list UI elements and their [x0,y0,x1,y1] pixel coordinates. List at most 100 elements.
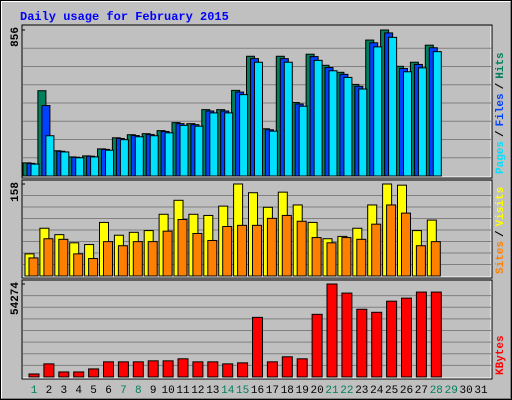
bar [149,135,159,177]
bar [371,223,382,277]
x-tick-label: 10 [161,385,174,397]
bar [73,371,85,378]
bar [283,61,293,177]
x-tick-label: 15 [236,385,249,397]
legend: Pages / Files / Hits [495,52,507,174]
bar [386,300,398,378]
bar [358,88,368,177]
bar [252,224,262,277]
x-tick-label: 2 [46,385,53,397]
bar [237,362,249,378]
bar [105,149,114,177]
bar [432,51,442,177]
bar [147,241,158,277]
x-tick-label: 13 [206,385,219,397]
chart-title: Daily usage for February 2015 [20,10,229,24]
x-tick-label: 5 [90,385,97,397]
x-tick-label: 29 [445,385,458,397]
bar [58,238,69,277]
bar [281,214,292,277]
bar [356,308,368,378]
bar [162,360,174,378]
x-tick-label: 6 [105,385,112,397]
bar [224,112,234,177]
bar [147,360,159,378]
x-tick-label: 3 [60,385,67,397]
legend-entry: Files [495,93,507,126]
bar [43,238,54,277]
bar [119,139,129,177]
legend-separator: / [495,82,507,89]
x-tick-label: 17 [266,385,279,397]
bar [209,112,219,177]
bar [254,61,263,177]
x-tick-label: 31 [474,385,488,397]
x-tick-label: 25 [385,385,398,397]
legend-entry: Hits [495,52,507,78]
bar [343,76,353,177]
bar [266,217,277,277]
legend-entry: Sites [495,241,507,274]
bar [237,224,248,277]
bar [386,204,397,277]
legend: KBytes [495,335,507,375]
legend-entry: KBytes [495,335,507,375]
x-tick-label: 14 [221,385,235,397]
bar [403,71,412,177]
bar [388,36,398,177]
legend-separator: / [495,130,507,137]
x-tick-label: 8 [135,385,142,397]
bar [28,257,39,277]
bar [222,226,233,277]
bar [103,241,113,277]
bar [356,238,367,277]
bar [30,163,40,177]
bar [311,237,322,277]
bar [326,283,338,378]
y-tick-label: 158 [10,182,22,202]
x-tick-label: 11 [176,385,190,397]
x-tick-label: 7 [120,385,127,397]
bar [296,220,307,277]
bar [43,363,55,378]
bevel [23,281,492,379]
bar [207,361,219,378]
bar [90,156,100,177]
bar [326,242,337,277]
bar [430,241,441,277]
x-tick-label: 19 [296,385,309,397]
bar [328,70,338,177]
bar [132,241,143,277]
legend-separator: / [495,230,507,237]
bar [311,313,323,378]
bar [45,135,55,177]
bar [222,363,234,378]
bar [207,239,218,277]
bar [239,94,249,177]
bar [192,361,204,378]
bar [117,245,128,277]
x-tick-label: 12 [191,385,204,397]
bar [177,219,188,277]
bar [313,59,323,177]
bar [373,46,383,177]
x-tick-label: 18 [281,385,294,397]
bar [401,212,411,277]
bar [179,124,189,177]
bar [60,151,70,177]
bar [341,237,352,277]
bar [341,292,353,378]
bar [162,230,173,277]
bar [164,132,174,177]
bar [252,316,263,378]
x-tick-label: 1 [31,385,38,397]
bar [415,291,427,378]
legend-entry: Pages [495,141,507,174]
bevel [23,26,492,178]
bar [281,356,293,378]
bar [177,358,189,378]
bar [194,125,204,177]
